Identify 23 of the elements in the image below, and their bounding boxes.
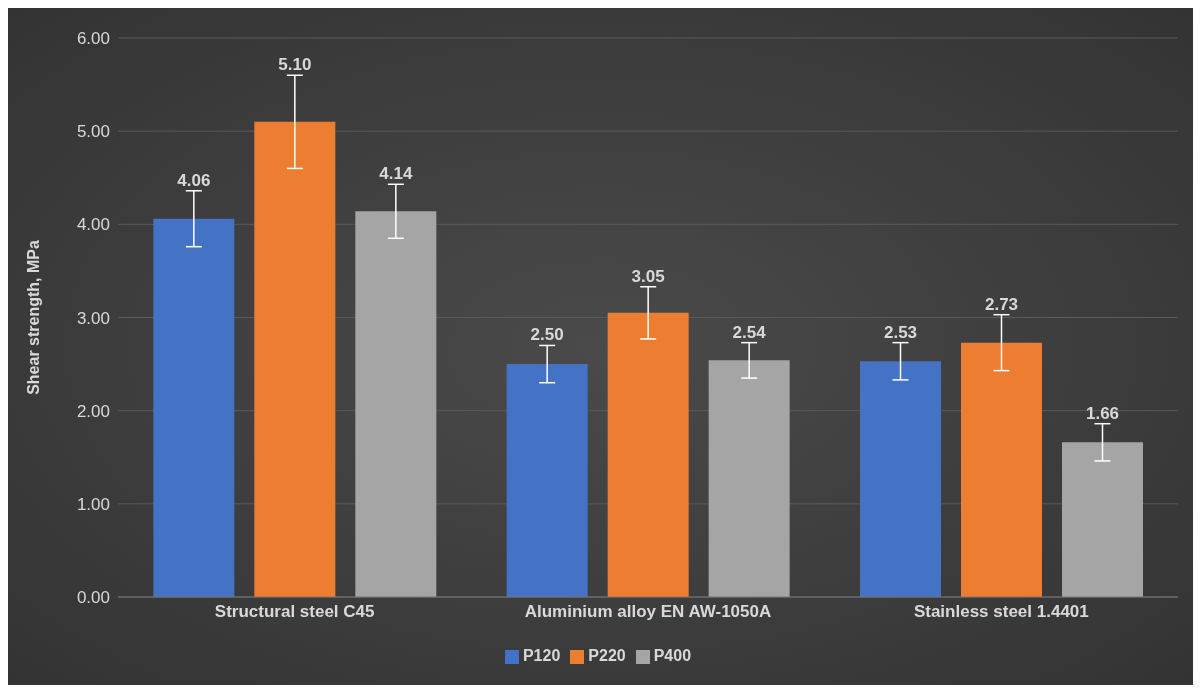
data-label: 5.10	[278, 55, 312, 75]
data-label: 2.54	[732, 322, 767, 342]
legend-label: P120	[522, 647, 561, 664]
data-label: 2.53	[883, 322, 918, 342]
y-tick-label: 2.00	[76, 401, 110, 421]
y-tick-label: 1.00	[76, 494, 110, 514]
data-label: 4.14	[379, 164, 413, 184]
data-label: 2.50	[530, 325, 564, 345]
data-label: 4.06	[177, 170, 211, 190]
y-tick-label: 6.00	[76, 29, 110, 49]
y-axis-title: Shear strength, MPa	[24, 240, 42, 395]
x-tick-label: Aluminium alloy EN AW-1050A	[524, 602, 772, 622]
legend-label: P400	[653, 647, 692, 664]
x-tick-label: Stainless steel 1.4401	[913, 602, 1089, 622]
legend-label: P220	[588, 647, 626, 664]
data-label: 1.66	[1085, 403, 1120, 423]
data-label: 3.05	[631, 266, 665, 286]
y-tick-label: 4.00	[76, 215, 110, 235]
y-tick-label: 0.00	[76, 588, 110, 608]
y-tick-label: 5.00	[76, 122, 110, 142]
y-tick-label: 3.00	[76, 308, 110, 328]
data-label: 2.73	[984, 294, 1019, 314]
x-tick-label: Structural steel C45	[214, 602, 375, 622]
